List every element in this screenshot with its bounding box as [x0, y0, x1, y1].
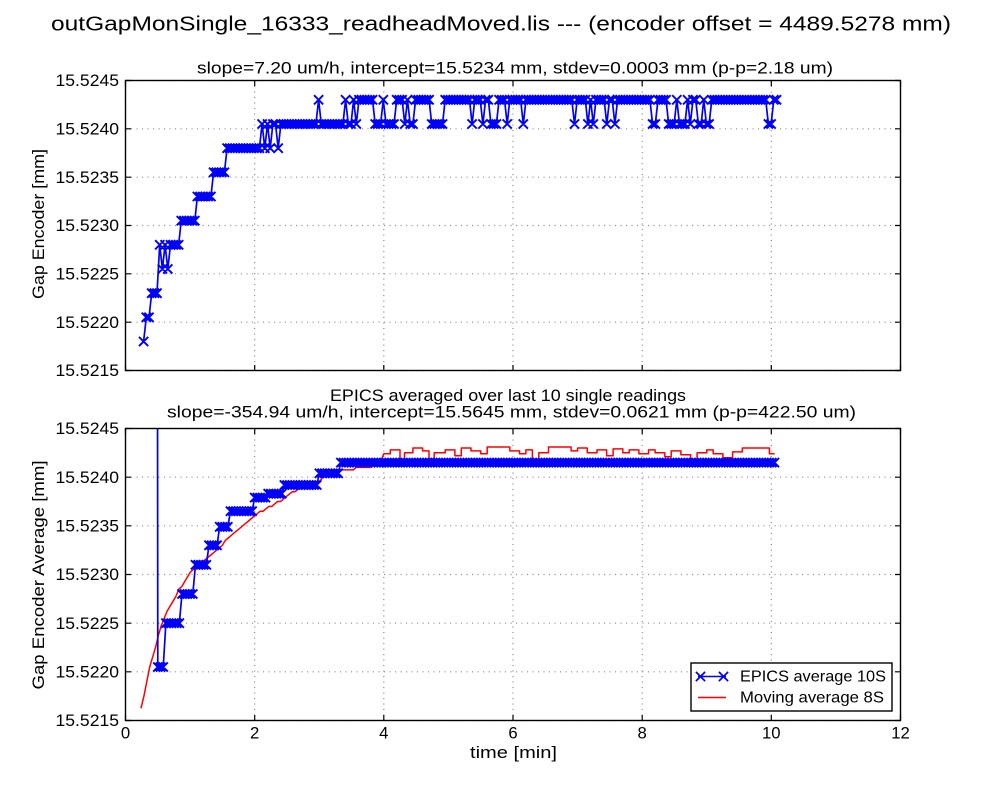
- svg-text:10: 10: [762, 723, 781, 742]
- svg-text:15.5220: 15.5220: [56, 664, 120, 682]
- svg-text:15.5240: 15.5240: [56, 121, 120, 139]
- svg-text:15.5215: 15.5215: [56, 362, 120, 380]
- svg-text:EPICS average 10S: EPICS average 10S: [740, 669, 886, 686]
- svg-text:15.5245: 15.5245: [56, 72, 120, 90]
- svg-text:15.5240: 15.5240: [56, 469, 120, 487]
- svg-text:slope=-354.94 um/h, intercept=: slope=-354.94 um/h, intercept=15.5645 mm…: [167, 404, 856, 422]
- svg-text:15.5215: 15.5215: [56, 712, 120, 730]
- svg-text:slope=7.20 um/h, intercept=15.: slope=7.20 um/h, intercept=15.5234 mm, s…: [197, 60, 833, 78]
- svg-text:12: 12: [891, 723, 910, 742]
- svg-text:15.5220: 15.5220: [56, 314, 120, 332]
- svg-text:8: 8: [638, 723, 647, 742]
- svg-text:15.5235: 15.5235: [56, 518, 120, 536]
- svg-text:Gap Encoder Average [mm]: Gap Encoder Average [mm]: [29, 461, 48, 690]
- svg-text:6: 6: [508, 723, 517, 742]
- svg-text:4: 4: [379, 723, 388, 742]
- svg-text:Moving average 8S: Moving average 8S: [740, 690, 884, 707]
- svg-text:Gap Encoder [mm]: Gap Encoder [mm]: [29, 149, 48, 299]
- svg-text:0: 0: [121, 723, 130, 742]
- svg-text:15.5230: 15.5230: [56, 566, 120, 584]
- svg-text:15.5235: 15.5235: [56, 169, 120, 187]
- svg-text:15.5225: 15.5225: [56, 266, 120, 284]
- svg-text:2: 2: [250, 723, 259, 742]
- svg-text:15.5245: 15.5245: [56, 420, 120, 438]
- svg-text:time [min]: time [min]: [470, 743, 557, 762]
- svg-text:15.5225: 15.5225: [56, 615, 120, 633]
- svg-text:outGapMonSingle_16333_readhead: outGapMonSingle_16333_readheadMoved.lis …: [51, 14, 951, 36]
- svg-text:EPICS averaged over last 10 si: EPICS averaged over last 10 single readi…: [330, 387, 686, 405]
- svg-text:15.5230: 15.5230: [56, 217, 120, 235]
